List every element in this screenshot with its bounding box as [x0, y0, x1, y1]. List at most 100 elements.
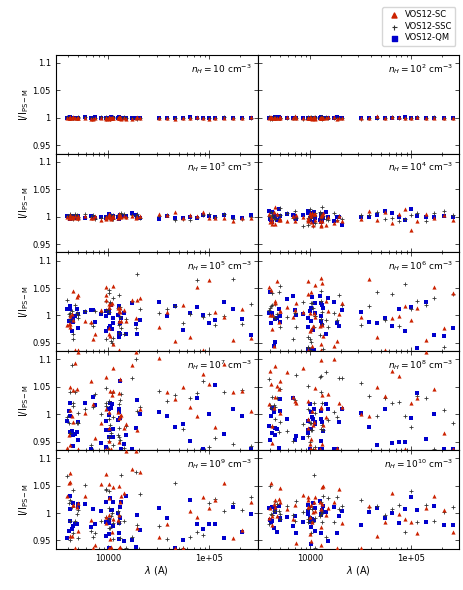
Point [106, 212, 113, 221]
Point [307, 208, 315, 218]
Point [102, 404, 110, 414]
Point [66, 504, 74, 514]
Point [373, 113, 380, 123]
Point [115, 213, 123, 222]
Point [228, 113, 236, 123]
Point [102, 306, 110, 316]
Point [307, 514, 315, 523]
Point [171, 336, 179, 346]
Point [421, 114, 429, 123]
Point [163, 396, 170, 406]
Point [179, 543, 187, 552]
Point [317, 216, 325, 225]
Point [407, 487, 414, 496]
Point [329, 218, 337, 228]
Text: $n_H=10^2$ cm$^{-3}$: $n_H=10^2$ cm$^{-3}$ [388, 62, 452, 76]
Point [265, 513, 272, 522]
Point [74, 427, 81, 437]
Point [268, 300, 275, 310]
Point [115, 113, 123, 122]
Point [123, 446, 130, 455]
Point [421, 434, 429, 444]
Point [120, 209, 128, 218]
Point [324, 212, 332, 222]
Point [102, 214, 110, 223]
Point [211, 494, 219, 504]
Point [364, 113, 372, 123]
Point [317, 510, 324, 519]
Point [193, 527, 200, 537]
Point [317, 372, 324, 381]
Point [413, 393, 420, 402]
Point [317, 482, 325, 491]
Point [276, 113, 283, 123]
Point [69, 442, 76, 451]
Point [275, 204, 282, 214]
Point [156, 353, 163, 362]
Point [87, 114, 94, 123]
Point [105, 437, 112, 446]
Point [381, 114, 388, 123]
Point [394, 216, 401, 225]
Point [69, 213, 77, 222]
Point [115, 518, 123, 527]
Point [421, 300, 429, 310]
Point [66, 212, 73, 221]
Point [299, 211, 306, 220]
Point [105, 510, 113, 520]
Point [288, 113, 296, 123]
Point [102, 401, 110, 411]
Point [292, 211, 300, 220]
Point [220, 478, 227, 487]
Point [276, 113, 283, 123]
Point [322, 511, 329, 520]
Point [421, 216, 429, 225]
Point [338, 113, 345, 122]
Point [324, 322, 332, 332]
Point [109, 211, 116, 221]
Point [268, 517, 275, 526]
Point [317, 113, 324, 122]
Point [133, 395, 140, 404]
Point [69, 503, 76, 512]
Point [307, 293, 315, 302]
Point [317, 114, 325, 123]
Point [270, 407, 277, 417]
Point [120, 113, 128, 123]
Point [66, 113, 74, 122]
Point [310, 543, 318, 552]
Point [187, 393, 194, 402]
Point [275, 507, 282, 516]
Point [108, 509, 115, 518]
Point [109, 211, 116, 221]
Point [292, 113, 300, 123]
Point [220, 429, 227, 438]
Point [81, 480, 89, 490]
Point [102, 416, 110, 425]
Point [309, 325, 316, 335]
X-axis label: $\lambda$ (A): $\lambda$ (A) [345, 564, 370, 577]
Point [69, 486, 76, 495]
Point [133, 269, 140, 278]
Point [381, 113, 388, 123]
Point [309, 113, 316, 123]
Point [316, 497, 323, 507]
Point [271, 502, 278, 512]
Point [306, 113, 313, 123]
Point [317, 404, 324, 413]
Point [304, 503, 311, 512]
Point [400, 514, 408, 524]
Point [317, 296, 324, 306]
Point [75, 211, 82, 220]
Point [65, 212, 72, 221]
Point [115, 209, 123, 218]
Point [276, 497, 283, 507]
Point [333, 114, 340, 123]
Point [109, 498, 116, 507]
Point [247, 113, 254, 122]
Point [266, 287, 274, 296]
Point [307, 212, 314, 221]
Point [171, 391, 179, 400]
Point [288, 214, 296, 223]
Point [268, 113, 275, 123]
